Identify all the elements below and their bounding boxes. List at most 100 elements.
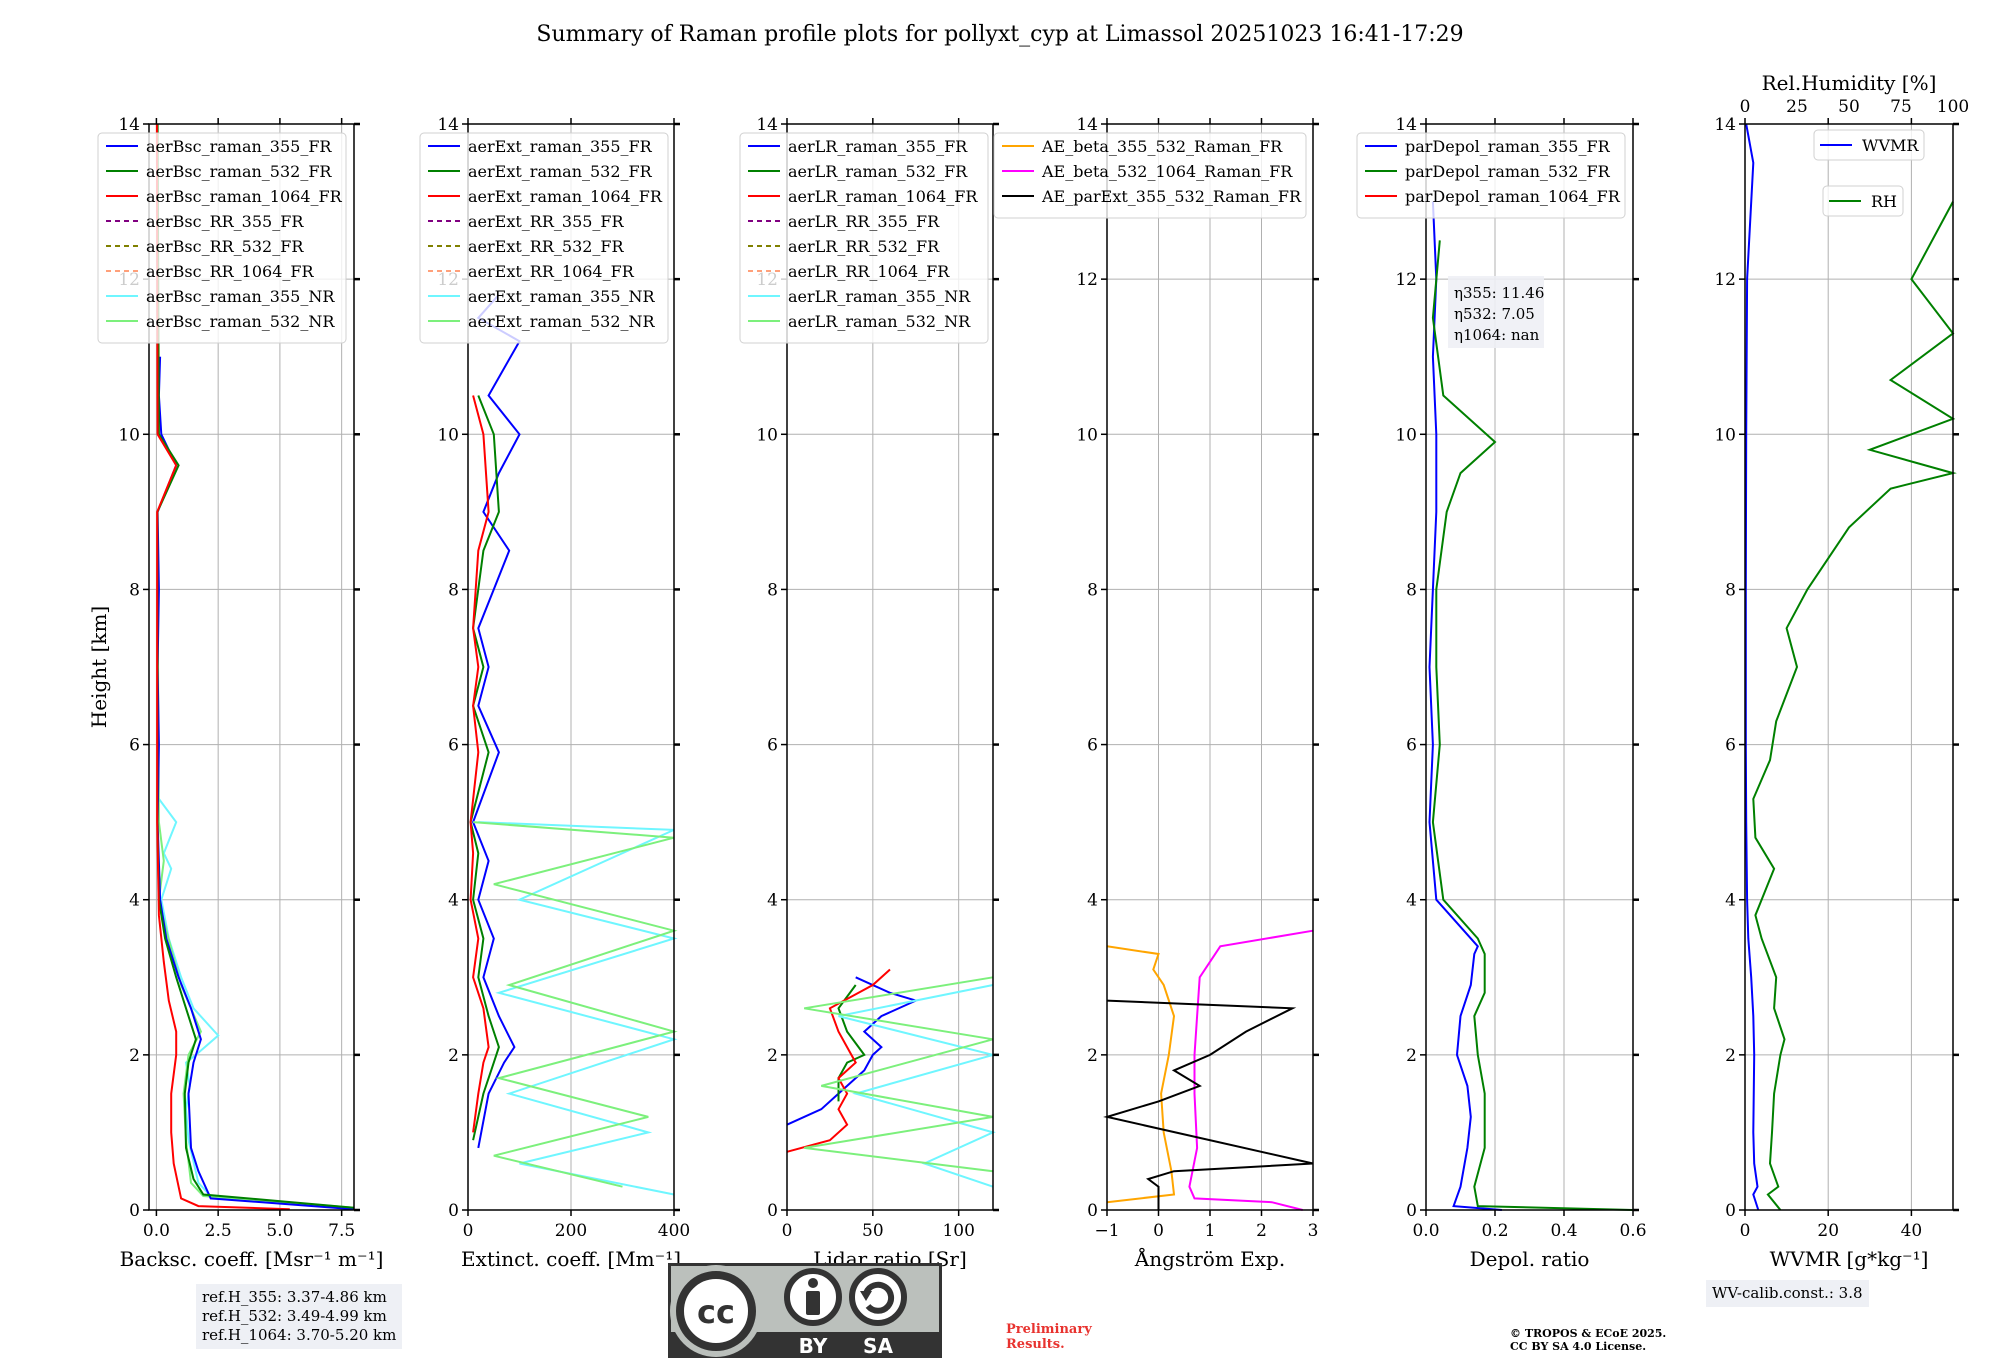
- y-tick-label: 10: [1395, 425, 1417, 445]
- panel-depol: 0 2 4 6 8 10 12 14 0.0 0.2 0.4 0.6 Depol. ratio parDe…: [1356, 115, 1647, 1271]
- y-tick-label: 10: [1076, 425, 1098, 445]
- y-tick-label: 10: [1714, 425, 1736, 445]
- x-tick-label: 0: [782, 1221, 793, 1241]
- axes-frame: [1744, 123, 1954, 1211]
- y-tick-label: 2: [1725, 1046, 1736, 1066]
- series-line-AE_parExt_355_532_Raman_FR: [1103, 999, 1314, 1210]
- legend-label: aerBsc_raman_1064_FR: [146, 187, 343, 206]
- y-tick-label: 12: [1076, 270, 1098, 290]
- x-tick-label: 0.6: [1619, 1221, 1646, 1241]
- x-tick-label: 100: [942, 1221, 974, 1241]
- y-tick-label: 4: [767, 891, 778, 911]
- legend-label: aerLR_raman_355_FR: [788, 137, 968, 156]
- x-axis-label: Depol. ratio: [1470, 1247, 1590, 1271]
- legend-label: aerLR_RR_1064_FR: [788, 262, 950, 281]
- legend-label: aerBsc_RR_355_FR: [146, 212, 304, 231]
- series-line-AE_beta_355_532_Raman_FR: [1106, 945, 1176, 1204]
- x-tick-label: 0.2: [1481, 1221, 1508, 1241]
- cc-sa-label: SA: [863, 1334, 893, 1358]
- x-tick-label: 50: [862, 1221, 884, 1241]
- y-tick-label: 14: [1395, 115, 1417, 135]
- annotation-box: [1448, 276, 1544, 348]
- x-tick-label: 1: [1205, 1221, 1216, 1241]
- y-tick-label: 4: [448, 891, 459, 911]
- legend-label: aerLR_raman_355_NR: [788, 287, 971, 306]
- wv-calib-const: WV-calib.const.: 3.8: [1712, 1284, 1863, 1302]
- y-tick-label: 0: [1087, 1201, 1098, 1221]
- legend-label: aerExt_RR_532_FR: [468, 237, 625, 256]
- y-tick-label: 14: [1714, 115, 1736, 135]
- legend-label: aerBsc_RR_1064_FR: [146, 262, 315, 281]
- svg-text:cc: cc: [697, 1293, 735, 1331]
- x-tick-label: 2: [1256, 1221, 1267, 1241]
- x-axis-label: WVMR [g*kg⁻¹]: [1770, 1247, 1929, 1271]
- series-line-aerExt_raman_532_FR: [469, 395, 500, 1141]
- x-tick-label: 0.0: [1412, 1221, 1439, 1241]
- preliminary-line-2: Results.: [1006, 1337, 1065, 1352]
- y-tick-label: 6: [767, 736, 778, 756]
- legend-label: aerExt_raman_532_FR: [468, 162, 653, 181]
- legend-label: aerLR_raman_532_FR: [788, 162, 968, 181]
- ref-height-532: ref.H_532: 3.49-4.99 km: [202, 1307, 387, 1325]
- y-tick-label: 6: [129, 736, 140, 756]
- series-line-aerExt_raman_532_NR: [473, 821, 678, 1188]
- y-tick-label: 12: [1395, 270, 1417, 290]
- y-tick-label: 8: [767, 580, 778, 600]
- y-tick-label: 10: [756, 425, 778, 445]
- series-line-aerLR_raman_355_FR: [786, 976, 919, 1126]
- series-line-aerExt_raman_1064_FR: [469, 395, 490, 1133]
- x-tick-label: 3: [1308, 1221, 1319, 1241]
- legend-box: [1813, 129, 1925, 161]
- y-tick-label: 2: [129, 1046, 140, 1066]
- top-x-tick-label: 50: [1838, 97, 1860, 117]
- y-tick-label: 10: [118, 425, 140, 445]
- y-tick-label: 8: [1725, 580, 1736, 600]
- legend-label: RH: [1871, 192, 1897, 211]
- x-tick-label: 7.5: [328, 1221, 355, 1241]
- y-tick-label: 14: [118, 115, 140, 135]
- x-tick-label: 2.5: [205, 1221, 232, 1241]
- y-tick-label: 0: [129, 1201, 140, 1221]
- legend-box: [739, 132, 989, 344]
- series-line-aerExt_raman_355_FR: [472, 294, 521, 1149]
- legend: aerExt_raman_355_FR aerExt_raman_532_FRae…: [419, 132, 669, 344]
- series-line-WVMR: [1744, 123, 1760, 1211]
- legend-label: aerBsc_raman_532_FR: [146, 162, 332, 181]
- series-line-aerExt_raman_355_NR: [478, 821, 678, 1196]
- y-tick-label: 6: [1087, 736, 1098, 756]
- series-line-aerBsc_raman_1064_FR: [155, 123, 290, 1211]
- series-line-parDepol_raman_532_FR: [1431, 240, 1634, 1211]
- ref-height-355: ref.H_355: 3.37-4.86 km: [202, 1288, 387, 1306]
- panel-ext: 024681012140200400Extinct. coeff. [Mm⁻¹]…: [419, 115, 690, 1271]
- y-tick-label: 4: [1406, 891, 1417, 911]
- legend: aerBsc_raman_355_FR aerBsc_raman_532_FRae…: [97, 132, 347, 344]
- legend-wvmr: WVMR: [1813, 129, 1925, 161]
- y-tick-label: 14: [437, 115, 459, 135]
- series-line-AE_beta_532_1064_Raman_FR: [1188, 929, 1314, 1211]
- y-tick-label: 2: [1406, 1046, 1417, 1066]
- x-tick-label: 0.4: [1550, 1221, 1577, 1241]
- y-tick-label: 14: [756, 115, 778, 135]
- sa-share-icon: [849, 1268, 907, 1326]
- wv-calibration-box: WV-calib.const.: 3.8: [1706, 1280, 1869, 1307]
- legend-label: aerBsc_raman_532_NR: [146, 312, 335, 331]
- x-axis-label: Ångström Exp.: [1134, 1246, 1285, 1271]
- y-tick-label: 0: [448, 1201, 459, 1221]
- y-tick-label: 0: [767, 1201, 778, 1221]
- y-tick-label: 8: [1087, 580, 1098, 600]
- legend-label: aerLR_RR_355_FR: [788, 212, 940, 231]
- copyright-line-2: CC BY SA 4.0 License.: [1510, 1340, 1647, 1353]
- legend-label: aerLR_raman_1064_FR: [788, 187, 978, 206]
- cc-by-sa-badge: cc BY SA: [668, 1263, 942, 1358]
- y-tick-label: 14: [1076, 115, 1098, 135]
- axes-frame: [1425, 123, 1634, 1211]
- legend-label: aerExt_RR_1064_FR: [468, 262, 635, 281]
- y-tick-label: 0: [1406, 1201, 1417, 1221]
- legend-label: AE_beta_355_532_Raman_FR: [1041, 137, 1283, 156]
- panel-lr: 02468101214050100Lidar ratio [Sr]aerLR_r…: [739, 115, 999, 1271]
- y-tick-label: 10: [437, 425, 459, 445]
- y-tick-label: 4: [129, 891, 140, 911]
- legend-box: [1822, 185, 1904, 217]
- copyright-note: © TROPOS & ECoE 2025. CC BY SA 4.0 Licen…: [1510, 1327, 1666, 1353]
